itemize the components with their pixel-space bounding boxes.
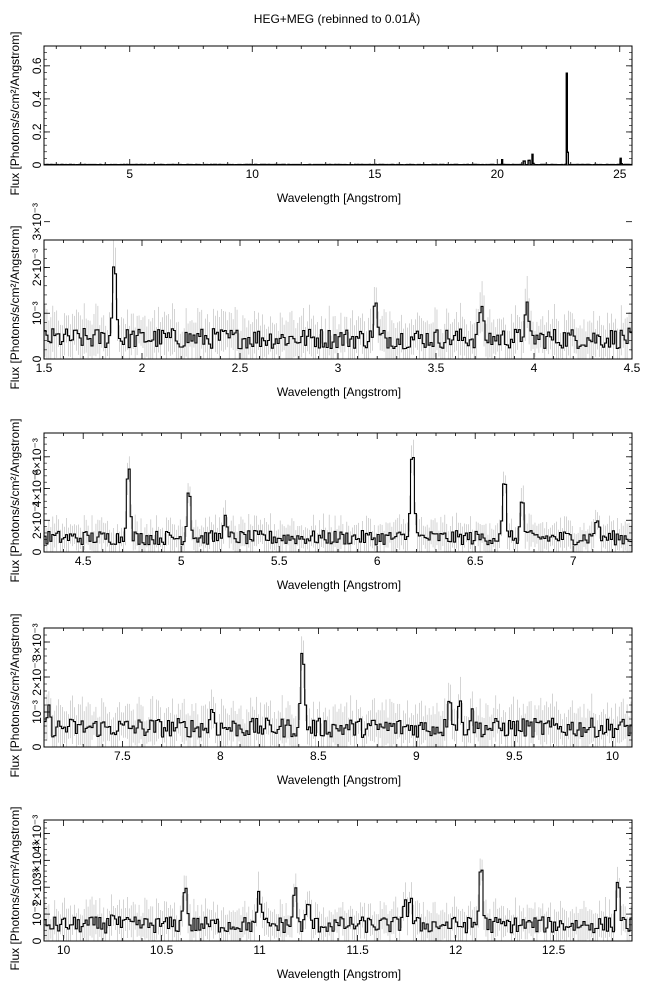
- y-axis-label: Flux [Photons/s/cm²/Angstrom]: [8, 31, 22, 195]
- x-tick-label: 4: [531, 361, 538, 375]
- panel-2: 1.5 2 2.5 3 3.5 4 4.5 0 10⁻³ 2×10⁻³ 3×10⁻³ Waveleng…: [8, 203, 641, 399]
- figure-title: HEG+MEG (rebinned to 0.01Å): [254, 11, 420, 26]
- x-tick-label: 5: [126, 167, 133, 181]
- panel-3: 4.5 5 5.5 6 6.5 7 0 2×10⁻³4×10⁻³6×10⁻³ Wavelengt…: [8, 418, 633, 592]
- spectrum-series-1: [44, 72, 632, 166]
- y-tick-label: 0: [30, 355, 44, 362]
- y-tick-label: 6×10⁻³: [30, 438, 44, 475]
- y-tick-label: 10⁻³: [30, 700, 44, 724]
- x-axis-label: Wavelength [Angstrom]: [277, 773, 401, 787]
- x-axis-label: Wavelength [Angstrom]: [277, 967, 401, 981]
- spectrum-series-3: [44, 457, 632, 546]
- x-tick-label: 4.5: [624, 361, 641, 375]
- x-tick-label: 5: [178, 554, 185, 568]
- spectrum-series-5: [44, 869, 632, 934]
- x-tick-label: 9.5: [506, 749, 523, 763]
- spectrum-series-4: [44, 652, 632, 738]
- y-tick-label: 2×10⁻³: [30, 249, 44, 286]
- y-axis-label: Flux [Photons/s/cm²/Angstrom]: [8, 806, 22, 970]
- y-tick-label: 2×10⁻³: [30, 869, 44, 906]
- y-tick-label: 4×10⁻³: [30, 470, 44, 507]
- spectrum-series-2: [44, 266, 632, 350]
- y-axis-label: Flux [Photons/s/cm²/Angstrom]: [8, 613, 22, 777]
- x-tick-label: 3.5: [428, 361, 445, 375]
- y-tick-label: 2×10⁻³: [30, 658, 44, 695]
- error-bars-5: [44, 858, 632, 941]
- y-tick-label: 4×10⁻³: [30, 815, 44, 852]
- y-tick-label: 2×10⁻³: [30, 502, 44, 539]
- x-tick-label: 6.5: [467, 554, 484, 568]
- y-tick-label: 0: [30, 161, 44, 168]
- plot-frame-1: [43, 45, 633, 166]
- panel-1: 5 10 15 20 25 0 0.2 0.4 0.6 Wavelength [Angstrom]…: [8, 31, 633, 205]
- x-tick-label: 11.5: [346, 943, 369, 957]
- x-axis-label: Wavelength [Angstrom]: [277, 191, 401, 205]
- x-tick-label: 12.5: [542, 943, 566, 957]
- y-axis-label: Flux [Photons/s/cm²/Angstrom]: [8, 225, 22, 389]
- x-tick-label: 9: [413, 749, 420, 763]
- x-tick-label: 11: [253, 943, 266, 957]
- x-axis-label: Wavelength [Angstrom]: [277, 385, 401, 399]
- panel-4: 7.5 8 8.5 9 9.5 10 0 10⁻³ 2×10⁻³3×10⁻³ Wavelength…: [8, 613, 633, 787]
- x-tick-label: 2.5: [232, 361, 249, 375]
- y-tick-label: 0: [30, 743, 44, 750]
- x-tick-label: 25: [613, 167, 627, 181]
- x-tick-label: 4.5: [75, 554, 92, 568]
- x-tick-label: 8.5: [310, 749, 327, 763]
- x-tick-label: 12: [449, 943, 463, 957]
- y-tick-label: 10⁻³: [30, 902, 44, 926]
- x-tick-label: 10: [606, 749, 620, 763]
- x-tick-label: 7.5: [114, 749, 131, 763]
- x-tick-label: 1.5: [36, 361, 53, 375]
- x-tick-label: 10: [57, 943, 71, 957]
- y-tick-label: 0.6: [30, 57, 44, 74]
- y-tick-label: 0: [30, 937, 44, 944]
- x-tick-label: 10: [246, 167, 260, 181]
- x-tick-label: 10.5: [150, 943, 174, 957]
- y-tick-label: 3×10⁻³: [30, 203, 44, 240]
- y-tick-label: 0: [30, 548, 44, 555]
- x-tick-label: 7: [570, 554, 577, 568]
- y-tick-label: 3×10⁻³: [30, 623, 44, 660]
- y-tick-label: 10⁻³: [30, 301, 44, 325]
- y-tick-label: 3×10⁻³: [30, 842, 44, 879]
- x-tick-label: 20: [491, 167, 505, 181]
- y-tick-label: 0.4: [30, 90, 44, 107]
- x-tick-label: 2: [139, 361, 146, 375]
- x-tick-label: 8: [217, 749, 224, 763]
- panel-5: 10 10.5 11 11.5 12 12.5 0 10⁻³2×10⁻³3×10⁻³4×10⁻…: [8, 806, 633, 981]
- x-axis-label: Wavelength [Angstrom]: [277, 578, 401, 592]
- y-axis-label: Flux [Photons/s/cm²/Angstrom]: [8, 418, 22, 582]
- x-tick-label: 3: [335, 361, 342, 375]
- x-tick-label: 15: [368, 167, 382, 181]
- error-bars-3: [44, 439, 632, 552]
- x-tick-label: 6: [374, 554, 381, 568]
- y-tick-label: 0.2: [30, 123, 44, 140]
- x-tick-label: 5.5: [271, 554, 288, 568]
